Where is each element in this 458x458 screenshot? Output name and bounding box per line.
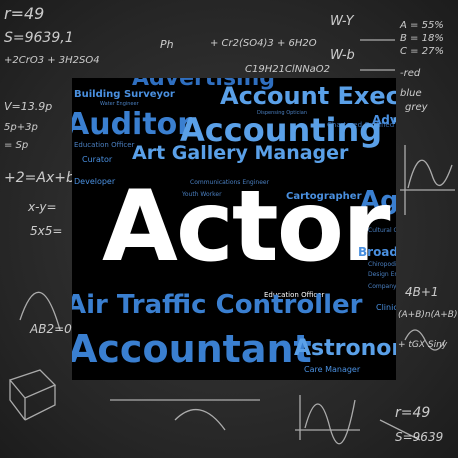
- chalk-text: r=49: [4, 4, 45, 23]
- word-dispensing-optician: Dispensing Optician: [257, 110, 308, 116]
- chalk-text: -red: [400, 68, 421, 79]
- chalk-text: S=9639: [395, 430, 444, 444]
- word-company-secretary: Company Secretary: [368, 283, 396, 290]
- word-auditor: Auditor: [72, 107, 193, 142]
- word-communications-engineer: Communications Engineer: [190, 179, 270, 186]
- word-air-traffic-controller: Air Traffic Controller: [72, 290, 363, 320]
- chalk-text: W-b: [330, 48, 355, 63]
- chalk-text: (A+B)n(A+B): [398, 310, 458, 320]
- word-accountant: Accountant: [72, 327, 312, 371]
- chalk-text: + tGX Siny: [398, 340, 448, 350]
- chalk-text: x-y=: [28, 200, 57, 214]
- chalk-text: 5x5=: [30, 224, 63, 238]
- word-water-engineer: Water Engineer: [100, 101, 139, 107]
- chalk-text: B = 18%: [400, 33, 444, 44]
- word-cultural-officer: Cultural Officer: [368, 227, 396, 234]
- word-advertising: Advertising: [132, 78, 275, 91]
- chalk-text: Ph: [160, 38, 174, 51]
- word-account-executive: Account Executive: [220, 82, 396, 110]
- chalk-text: +2CrO3 + 3H2SO4: [4, 55, 100, 66]
- word-actor-headline: Actor: [102, 170, 390, 284]
- word-care-manager: Care Manager: [304, 365, 361, 374]
- word-art-gallery-manager: Art Gallery Manager: [132, 142, 349, 164]
- word-accounting-technician: Accounting Technician: [180, 111, 396, 149]
- chalk-text: A = 55%: [400, 20, 444, 31]
- word-education-officer: Education Officer: [264, 291, 325, 299]
- chalk-text: + Cr2(SO4)3 + 6H2O: [210, 38, 317, 49]
- word-agronomist: Agronomist: [360, 186, 396, 216]
- chalk-text: 4B+1: [405, 285, 439, 299]
- chalk-text: +2=Ax+b: [4, 170, 75, 186]
- word-curator: Curator: [82, 155, 113, 164]
- chalk-text: W-Y: [330, 14, 354, 29]
- chalk-text: 5p+3p: [4, 122, 38, 133]
- chalk-text: C19H21ClNNaO2: [245, 64, 331, 75]
- chalk-text: = Sp: [4, 140, 29, 151]
- chalk-text: S=9639,1: [4, 30, 74, 46]
- word-astronomer: Astronomer: [294, 336, 396, 361]
- word-broadcaster: Broadcaster: [358, 245, 396, 259]
- word-developer: Developer: [74, 177, 116, 186]
- word-cartographer: Cartographer: [286, 191, 362, 202]
- chalk-text: AB2=0: [30, 322, 72, 336]
- chalk-text: grey: [405, 102, 428, 113]
- chalk-text: V=13.9p: [4, 100, 53, 113]
- chalk-text: r=49: [395, 405, 431, 421]
- word-design-engineer: Design Engineer: [368, 271, 396, 278]
- word-youth-worker: Youth Worker: [182, 191, 222, 198]
- word-chartered-certified: Chartered Certified: [327, 121, 395, 129]
- word-education-officer-top: Education Officer: [74, 141, 135, 149]
- word-chiropodist: Chiropodist: [368, 261, 396, 268]
- word-cloud-panel: Advertising Building Surveyor Water Engi…: [72, 78, 396, 380]
- word-clinical: Clinical: [376, 303, 396, 312]
- chalk-text: blue: [400, 88, 422, 99]
- word-adviser: Adviser: [372, 113, 396, 127]
- chalk-text: C = 27%: [400, 46, 444, 57]
- word-building-surveyor: Building Surveyor: [74, 89, 175, 100]
